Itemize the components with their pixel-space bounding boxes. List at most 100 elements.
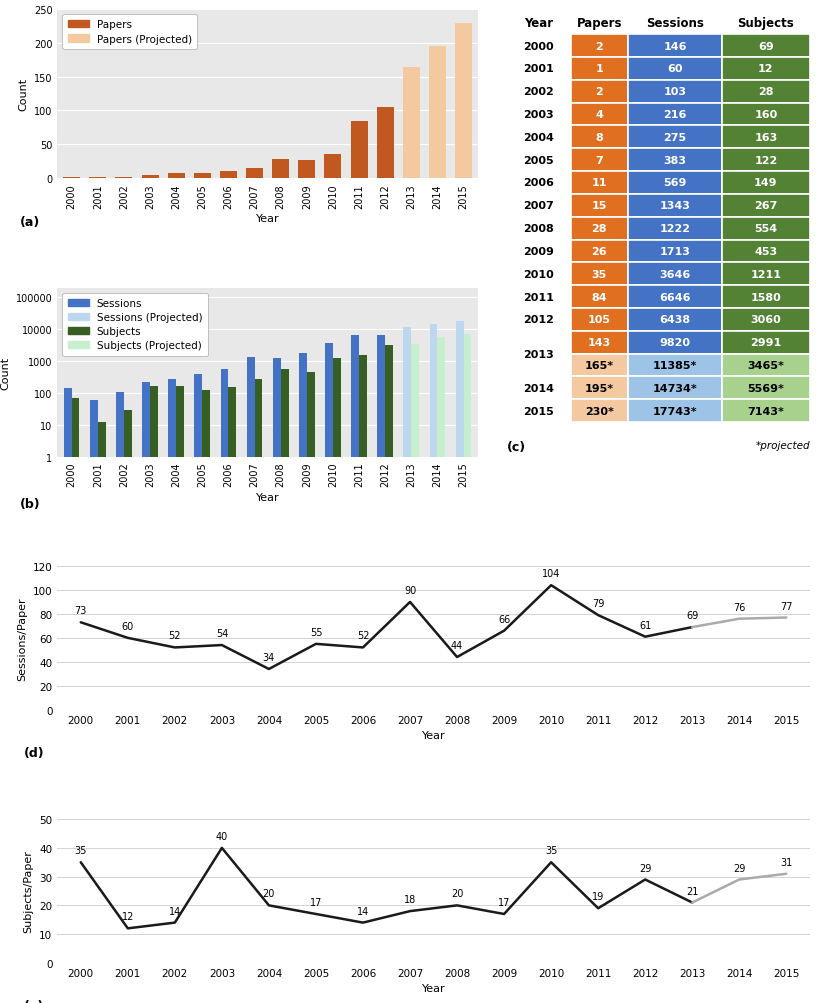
Text: 1343: 1343 (659, 201, 690, 211)
Text: 2: 2 (596, 87, 603, 97)
FancyBboxPatch shape (570, 103, 628, 126)
FancyBboxPatch shape (628, 12, 722, 35)
Bar (115, 178, 133, 179)
Text: 26: 26 (591, 247, 607, 257)
Bar (456, 322, 464, 1003)
Text: 2991: 2991 (750, 338, 781, 348)
Text: 2004: 2004 (524, 132, 554, 142)
FancyBboxPatch shape (507, 149, 570, 172)
Bar (325, 344, 333, 1003)
Text: 14: 14 (169, 906, 181, 916)
FancyBboxPatch shape (628, 309, 722, 331)
Text: 103: 103 (663, 87, 686, 97)
FancyBboxPatch shape (722, 400, 810, 422)
Text: 15: 15 (591, 201, 607, 211)
Text: 7: 7 (596, 155, 603, 165)
FancyBboxPatch shape (628, 103, 722, 126)
FancyBboxPatch shape (628, 149, 722, 172)
X-axis label: Year: Year (256, 214, 280, 224)
FancyBboxPatch shape (507, 80, 570, 103)
Text: 6646: 6646 (659, 292, 690, 302)
FancyBboxPatch shape (628, 80, 722, 103)
Text: 165*: 165* (585, 361, 614, 371)
Text: 35: 35 (545, 846, 557, 856)
Text: 2002: 2002 (524, 87, 554, 97)
FancyBboxPatch shape (570, 58, 628, 80)
Text: 73: 73 (74, 606, 87, 616)
Text: 2: 2 (596, 41, 603, 51)
Text: 2012: 2012 (524, 315, 554, 325)
Text: 149: 149 (754, 179, 778, 189)
FancyBboxPatch shape (628, 400, 722, 422)
FancyBboxPatch shape (722, 263, 810, 286)
Bar (246, 169, 263, 179)
Bar (194, 175, 211, 179)
FancyBboxPatch shape (570, 195, 628, 218)
FancyBboxPatch shape (628, 354, 722, 377)
FancyBboxPatch shape (507, 331, 570, 377)
Text: 84: 84 (591, 292, 607, 302)
Y-axis label: Sessions/Paper: Sessions/Paper (17, 597, 27, 680)
Text: 216: 216 (663, 110, 687, 120)
FancyBboxPatch shape (722, 149, 810, 172)
FancyBboxPatch shape (570, 12, 628, 35)
FancyBboxPatch shape (507, 218, 570, 241)
FancyBboxPatch shape (722, 12, 810, 35)
Bar (169, 379, 176, 1003)
Text: 66: 66 (498, 614, 510, 624)
Text: 2009: 2009 (524, 247, 554, 257)
Bar (455, 23, 472, 179)
Text: 7143*: 7143* (748, 406, 784, 416)
Text: 1713: 1713 (659, 247, 690, 257)
Bar (202, 390, 210, 1003)
Bar (411, 344, 419, 1003)
Text: (c): (c) (507, 440, 526, 453)
Bar (124, 411, 132, 1003)
Bar (429, 324, 438, 1003)
Text: 554: 554 (754, 224, 777, 234)
Text: 230*: 230* (585, 406, 614, 416)
Bar (221, 369, 228, 1003)
X-axis label: Year: Year (256, 492, 280, 503)
Bar (150, 387, 158, 1003)
Bar (254, 380, 263, 1003)
Y-axis label: Count: Count (18, 78, 28, 111)
Text: Sessions: Sessions (646, 17, 704, 30)
Text: 77: 77 (780, 601, 793, 611)
Text: 1222: 1222 (659, 224, 690, 234)
Text: 122: 122 (754, 155, 778, 165)
Text: 35: 35 (591, 270, 607, 280)
Text: 2007: 2007 (524, 201, 554, 211)
Text: 52: 52 (357, 631, 369, 641)
Legend: Papers, Papers (Projected): Papers, Papers (Projected) (62, 15, 197, 50)
FancyBboxPatch shape (722, 126, 810, 149)
Bar (63, 178, 80, 179)
FancyBboxPatch shape (722, 218, 810, 241)
FancyBboxPatch shape (628, 58, 722, 80)
Text: 2011: 2011 (524, 292, 554, 302)
Text: 12: 12 (122, 912, 134, 922)
FancyBboxPatch shape (570, 331, 628, 354)
Bar (402, 82, 420, 179)
X-axis label: Year: Year (422, 730, 445, 740)
Bar (64, 388, 72, 1003)
Text: 1580: 1580 (751, 292, 781, 302)
FancyBboxPatch shape (570, 241, 628, 263)
FancyBboxPatch shape (507, 377, 570, 400)
FancyBboxPatch shape (570, 377, 628, 400)
Bar (98, 422, 106, 1003)
FancyBboxPatch shape (507, 309, 570, 331)
FancyBboxPatch shape (570, 309, 628, 331)
Text: 453: 453 (754, 247, 777, 257)
Text: 143: 143 (587, 338, 611, 348)
FancyBboxPatch shape (570, 286, 628, 309)
FancyBboxPatch shape (507, 400, 570, 422)
Text: 275: 275 (663, 132, 686, 142)
FancyBboxPatch shape (507, 195, 570, 218)
Text: 8: 8 (596, 132, 603, 142)
FancyBboxPatch shape (722, 309, 810, 331)
FancyBboxPatch shape (628, 126, 722, 149)
Text: 2014: 2014 (524, 383, 555, 393)
Bar (377, 336, 385, 1003)
FancyBboxPatch shape (507, 263, 570, 286)
